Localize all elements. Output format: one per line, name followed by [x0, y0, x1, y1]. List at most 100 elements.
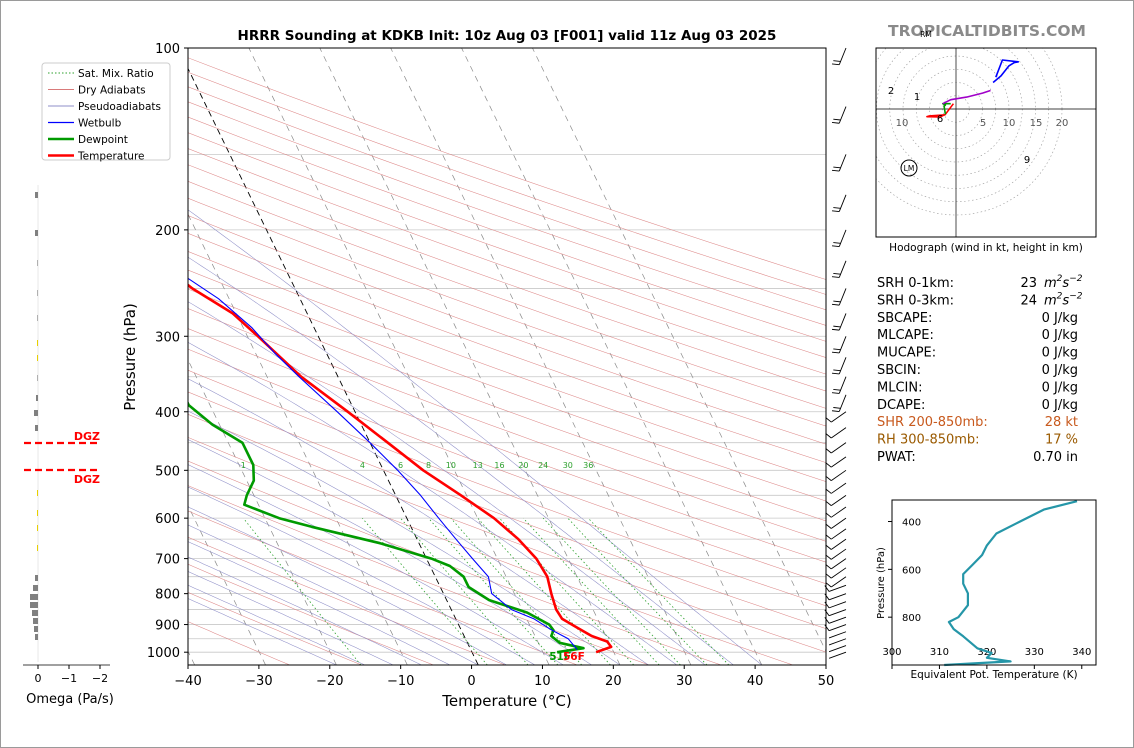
omega-bar: [30, 602, 38, 608]
barb-feather: [825, 534, 832, 540]
barb-shaft: [830, 548, 847, 560]
pseudoadiabat: [188, 486, 536, 665]
barb-feather: [824, 624, 830, 631]
stat-label: MUCAPE:: [877, 346, 936, 361]
temperature-line: [188, 283, 613, 654]
y-tick-label: 600: [155, 512, 180, 527]
mixing-ratio-line: [243, 517, 362, 665]
x-tick-label: −10: [387, 674, 414, 689]
omega-bar: [37, 490, 38, 496]
omega-bar: [30, 594, 38, 600]
theta-e-y-tick-label: 600: [902, 565, 921, 576]
omega-axis-label: Omega (Pa/s): [26, 692, 114, 707]
barb-feather: [824, 585, 830, 592]
omega-bar: [37, 315, 38, 321]
y-tick-label: 100: [155, 42, 180, 57]
x-tick-label: 20: [605, 674, 622, 689]
barb-feather: [831, 372, 840, 375]
barb-feather: [825, 475, 832, 481]
hodo-point-label: 1: [914, 92, 920, 103]
barb-shaft: [830, 494, 847, 507]
barb-feather: [824, 609, 830, 616]
hodo-ring-label: 10: [896, 118, 909, 129]
legend-label: Temperature: [77, 151, 145, 163]
x-tick-label: −30: [245, 674, 272, 689]
x-tick-label: 0: [467, 674, 475, 689]
barb-feather: [825, 448, 832, 454]
wind-barb: [825, 548, 847, 560]
x-tick-label: 30: [676, 674, 693, 689]
pseudoadiabat: [188, 342, 677, 665]
barb-shaft: [828, 584, 847, 592]
barb-shaft: [838, 106, 847, 124]
hodo-ring-label: 10: [1003, 118, 1016, 129]
mixing-ratio-label: 6: [398, 461, 403, 470]
wind-barb: [831, 394, 847, 412]
barb-feather: [825, 462, 832, 468]
barb-feather: [831, 169, 840, 172]
omega-bar: [35, 634, 38, 640]
omega-tick-label: −1: [61, 672, 77, 685]
omega-bar: [37, 510, 38, 516]
omega-bar: [37, 260, 38, 266]
dgz-label-upper: DGZ: [74, 430, 100, 443]
barb-feather: [833, 325, 841, 328]
legend-label: Dry Adiabats: [78, 85, 146, 97]
hodograph-frame: [875, 47, 1097, 238]
x-tick-label: 10: [534, 674, 551, 689]
mixing-ratio-line: [400, 517, 529, 665]
dry-adiabat: [188, 308, 826, 542]
wind-barb: [831, 194, 847, 212]
barb-shaft: [838, 288, 847, 306]
mixing-ratio-label: 10: [446, 461, 456, 470]
y-tick-label: 400: [155, 406, 180, 421]
theta-e-xlabel: Equivalent Pot. Temperature (K): [910, 669, 1077, 681]
dry-adiabat: [188, 348, 826, 585]
dry-adiabat: [188, 269, 826, 502]
wind-barb: [831, 313, 847, 331]
dry-adiabat: [188, 181, 826, 409]
wind-barbs: [824, 47, 847, 659]
mixing-ratio-line: [567, 517, 708, 665]
omega-bar: [33, 585, 38, 591]
stat-value: 23: [1020, 276, 1037, 291]
dry-adiabat: [188, 328, 826, 563]
dry-adiabat: [188, 621, 290, 665]
legend-box: [41, 62, 171, 161]
omega-bar: [32, 610, 38, 616]
mixing-ratio-line: [588, 517, 730, 665]
barb-shaft: [828, 593, 847, 601]
mixing-ratio-label: 24: [538, 461, 548, 470]
hodograph: [876, 48, 1096, 237]
left-mover-label: LM: [904, 164, 915, 173]
mixing-ratio-line: [523, 517, 660, 665]
barb-shaft: [830, 576, 847, 588]
theta-e-y-tick-label: 800: [902, 613, 921, 624]
omega-tick-label: 0: [35, 672, 42, 685]
barb-feather: [833, 300, 841, 303]
barb-shaft: [830, 482, 847, 494]
stat-unit: m2s−2: [1044, 274, 1083, 291]
barb-feather: [833, 388, 841, 391]
wind-barb: [831, 357, 847, 375]
isotherm: [532, 48, 826, 653]
barb-feather: [831, 245, 840, 248]
dry-adiabat: [188, 536, 506, 665]
omega-panel: 0 −1 −2: [23, 185, 110, 685]
omega-bar: [37, 525, 38, 531]
barb-feather: [825, 500, 832, 506]
pseudoadiabat: [188, 584, 365, 665]
barb-shaft: [830, 456, 847, 468]
omega-bar: [35, 192, 38, 198]
pseudoadiabat: [188, 571, 394, 665]
theta-e-frame: [891, 499, 1097, 666]
wind-barb: [825, 576, 847, 588]
pseudoadiabat: [188, 524, 479, 665]
pseudoadiabat: [188, 598, 337, 665]
omega-bar: [36, 395, 38, 401]
isotherm: [188, 359, 337, 665]
pseudoadiabat: [188, 439, 592, 665]
y-tick-label: 900: [155, 619, 180, 634]
wind-barb: [825, 558, 847, 570]
hodograph-caption: Hodograph (wind in kt, height in km): [889, 242, 1083, 254]
